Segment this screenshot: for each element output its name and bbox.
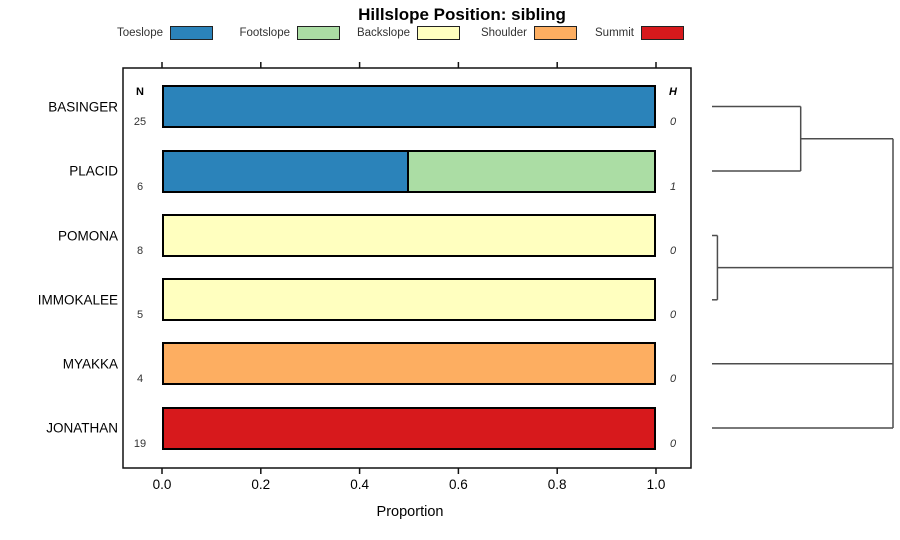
h-column-header: H [669,86,677,98]
x-axis-tick-label: 0.0 [152,477,172,492]
y-axis-label: MYAKKA [62,356,118,372]
bar-segment-immokalee-backslope [162,278,656,322]
h-value: 0 [669,437,677,450]
legend-swatch-summit [641,26,684,40]
chart-title: Hillslope Position: sibling [358,5,566,24]
h-value: 0 [669,245,677,257]
y-axis-label: JONATHAN [46,420,118,436]
y-axis-label: PLACID [69,163,118,179]
x-axis-title: Proportion [376,504,444,520]
n-value: 19 [133,437,147,450]
bar-segment-jonathan-summit [162,406,656,450]
x-axis-tick-label: 0.2 [251,477,271,492]
bar-segment-placid-footslope [407,149,656,193]
legend-label-footslope: Footslope [239,27,290,39]
legend-swatch-footslope [297,26,340,40]
y-axis-label: BASINGER [48,99,118,114]
bar-segment-basinger-toeslope [162,85,656,128]
n-column-header: N [136,86,144,98]
y-axis-label: IMMOKALEE [37,292,118,308]
legend-swatch-backslope [417,26,460,40]
n-value: 8 [136,245,144,257]
legend-label-backslope: Backslope [356,27,410,39]
x-axis-tick-label: 0.4 [350,477,369,492]
n-value: 6 [136,180,144,193]
bar-segment-myakka-shoulder [162,342,656,386]
legend-label-shoulder: Shoulder [480,27,527,39]
x-axis-tick-label: 0.6 [449,477,468,492]
bar-segment-pomona-backslope [162,214,656,257]
n-value: 25 [133,116,147,128]
h-value: 1 [669,180,677,193]
h-value: 0 [669,373,677,386]
y-axis-label: POMONA [57,228,118,243]
legend-swatch-toeslope [170,26,213,40]
legend-swatch-shoulder [534,26,577,40]
n-value: 5 [136,309,144,322]
legend-label-summit: Summit [595,27,634,39]
n-value: 4 [136,373,144,386]
x-axis-tick-label: 0.8 [547,477,567,492]
h-value: 0 [669,116,677,128]
legend-label-toeslope: Toeslope [116,27,163,39]
bar-segment-placid-toeslope [162,149,409,193]
h-value: 0 [669,309,677,322]
x-axis-tick-label: 1.0 [646,477,666,492]
